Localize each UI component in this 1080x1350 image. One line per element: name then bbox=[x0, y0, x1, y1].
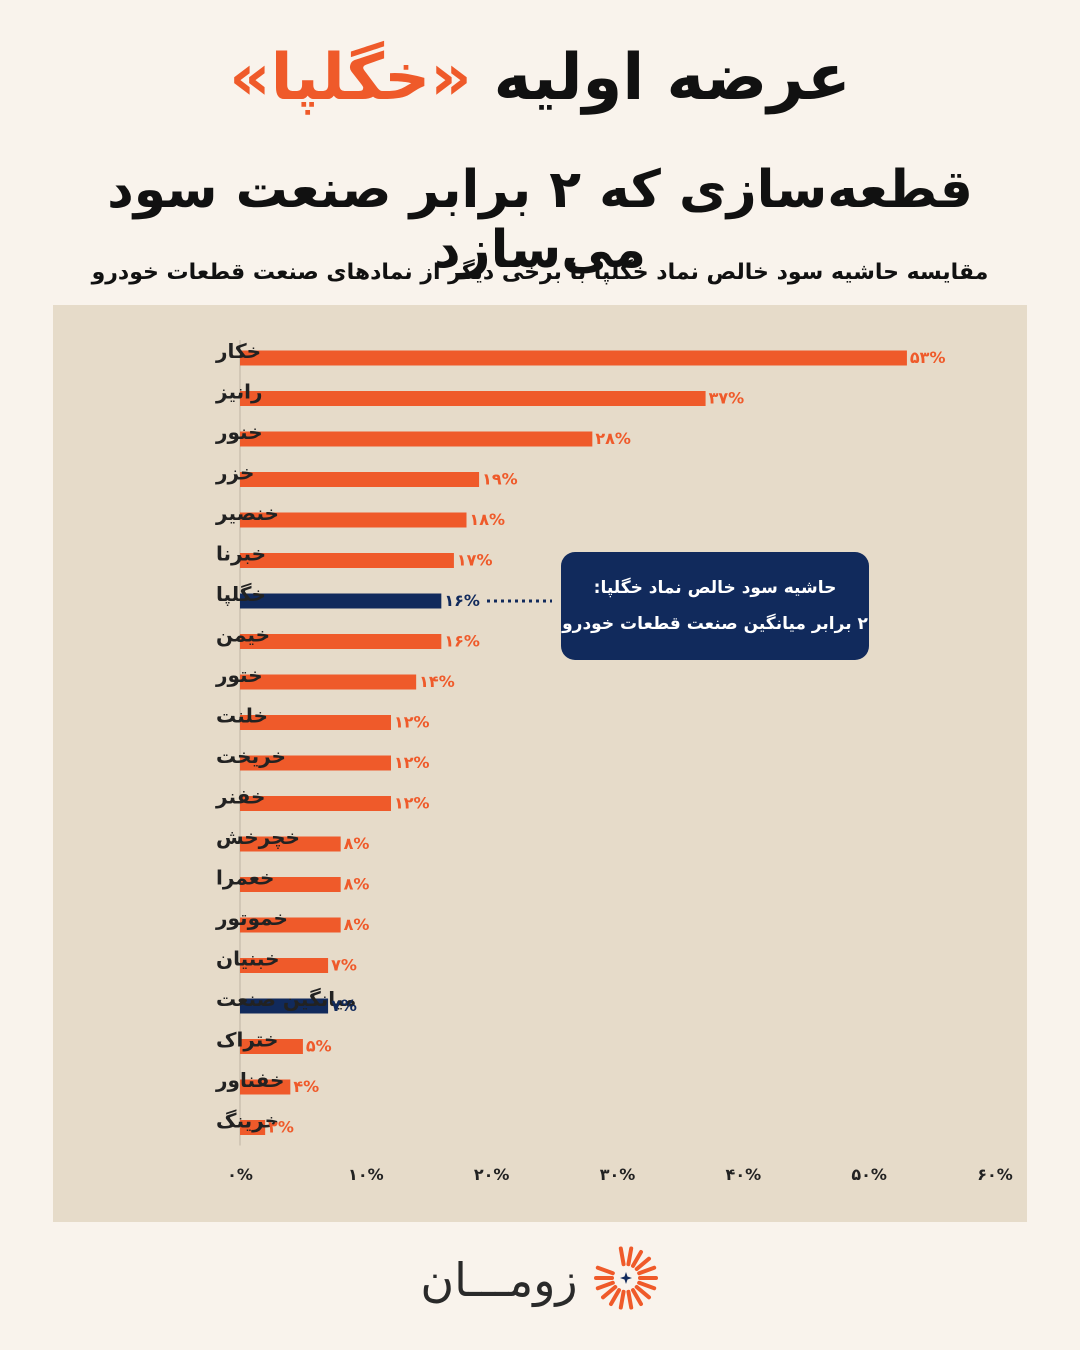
page-subtitle: قطعه‌سازی که ۲ برابر صنعت سود می‌سازد bbox=[107, 160, 973, 280]
category-label: خفناور bbox=[215, 1068, 284, 1092]
category-label: خموتور bbox=[215, 906, 288, 930]
page-title: عرضه اولیه bbox=[493, 41, 851, 115]
bar-14 bbox=[240, 917, 341, 933]
brand-name: زومـــان bbox=[420, 1253, 578, 1307]
bar-5 bbox=[240, 553, 454, 568]
bar-1 bbox=[240, 391, 706, 406]
value-label: ۱۶% bbox=[444, 632, 480, 651]
chart-caption: مقایسه حاشیه سود خالص نماد خگلپا با برخی… bbox=[91, 260, 989, 285]
category-label: خبرنا bbox=[216, 542, 266, 566]
category-label: خریخت bbox=[216, 744, 286, 768]
value-label: ۱۲% bbox=[394, 713, 430, 732]
value-label: ۸% bbox=[344, 875, 370, 894]
bar-4 bbox=[240, 512, 467, 528]
bar-19 bbox=[240, 1120, 266, 1135]
value-label: ۷% bbox=[331, 956, 357, 975]
bar-3 bbox=[240, 472, 480, 487]
title-row: عرضه اولیه «خگلپا» bbox=[0, 28, 1080, 128]
bar-12 bbox=[240, 836, 341, 852]
value-label: ۱۹% bbox=[482, 470, 518, 489]
callout-line-1: حاشیه سود خالص نماد خگلپا: bbox=[593, 578, 837, 598]
x-tick-label: ۳۰% bbox=[600, 1165, 636, 1184]
bar-0 bbox=[240, 350, 907, 366]
bar-16 bbox=[240, 998, 329, 1014]
value-label: ۱۲% bbox=[394, 794, 430, 813]
value-label: ۱۲% bbox=[394, 753, 430, 772]
value-label: ۲۸% bbox=[595, 429, 631, 448]
bar-13 bbox=[240, 877, 341, 892]
category-label: خعمرا bbox=[216, 866, 274, 890]
value-label: ۱۷% bbox=[457, 551, 493, 570]
category-label: خرینگ bbox=[216, 1109, 279, 1133]
value-label: ۸% bbox=[344, 915, 370, 934]
page-title-symbol: «خگلپا» bbox=[229, 41, 472, 115]
value-label: ۵% bbox=[306, 1037, 332, 1056]
callout-box: حاشیه سود خالص نماد خگلپا: ۲ برابر میانگ… bbox=[561, 552, 869, 660]
bar-6 bbox=[240, 593, 442, 609]
brand-footer: زومـــان bbox=[0, 1240, 1080, 1320]
bar-7 bbox=[240, 634, 442, 649]
category-label: خنصیر bbox=[215, 501, 279, 525]
value-label: ۷% bbox=[331, 996, 357, 1015]
x-tick-label: ۰% bbox=[227, 1165, 253, 1184]
category-label: خلنت bbox=[216, 704, 268, 728]
category-label: میانگین صنعت bbox=[216, 987, 356, 1011]
bar-18 bbox=[240, 1079, 291, 1095]
x-tick-label: ۲۰% bbox=[474, 1165, 510, 1184]
bar-10 bbox=[240, 755, 391, 771]
category-label: خفنر bbox=[215, 785, 265, 809]
x-tick-label: ۶۰% bbox=[977, 1165, 1013, 1184]
category-label: ختور bbox=[215, 663, 263, 687]
bar-17 bbox=[240, 1039, 303, 1054]
sunburst-logo-icon bbox=[592, 1244, 660, 1316]
chart-panel bbox=[53, 305, 1027, 1222]
bar-9 bbox=[240, 715, 391, 730]
category-label: خکار bbox=[215, 339, 261, 363]
category-label: خیمن bbox=[216, 623, 270, 647]
value-label: ۱۸% bbox=[470, 510, 506, 529]
bar-15 bbox=[240, 958, 329, 973]
value-label: ۱۶% bbox=[444, 591, 480, 610]
category-label: خبنیان bbox=[216, 947, 280, 971]
category-label: خزر bbox=[215, 461, 254, 485]
x-tick-label: ۵۰% bbox=[851, 1165, 887, 1184]
category-label: ختراک bbox=[216, 1028, 278, 1052]
bar-8 bbox=[240, 674, 417, 690]
value-label: ۲% bbox=[268, 1118, 294, 1137]
x-tick-label: ۴۰% bbox=[726, 1165, 762, 1184]
value-label: ۳۷% bbox=[709, 389, 745, 408]
value-label: ۵۳% bbox=[910, 348, 946, 367]
category-label: خگلپا bbox=[216, 582, 266, 607]
bar-2 bbox=[240, 431, 593, 447]
category-label: خنور bbox=[215, 420, 263, 444]
bar-11 bbox=[240, 796, 391, 811]
value-label: ۴% bbox=[293, 1077, 319, 1096]
x-tick-label: ۱۰% bbox=[348, 1165, 384, 1184]
callout-line-2: ۲ برابر میانگین صنعت قطعات خودرو bbox=[562, 614, 868, 634]
value-label: ۱۴% bbox=[419, 672, 455, 691]
category-label: رانیز bbox=[215, 380, 262, 404]
category-label: خچرخش bbox=[216, 825, 300, 850]
value-label: ۸% bbox=[344, 834, 370, 853]
